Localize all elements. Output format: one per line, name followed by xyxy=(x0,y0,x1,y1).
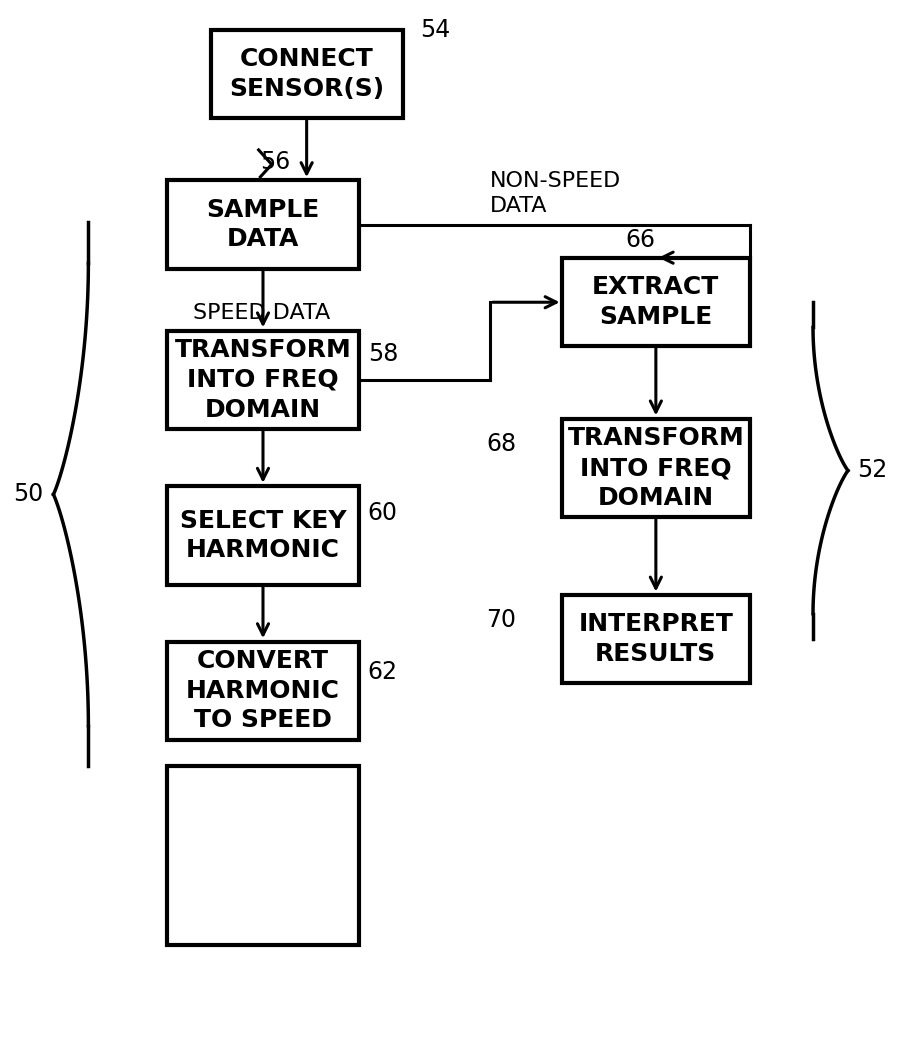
Text: CONNECT
SENSOR(S): CONNECT SENSOR(S) xyxy=(230,47,384,101)
FancyBboxPatch shape xyxy=(167,331,359,429)
Text: SAMPLE
DATA: SAMPLE DATA xyxy=(206,197,320,251)
FancyBboxPatch shape xyxy=(167,181,359,269)
FancyBboxPatch shape xyxy=(167,642,359,740)
FancyBboxPatch shape xyxy=(562,419,750,518)
Text: EXTRACT
SAMPLE: EXTRACT SAMPLE xyxy=(592,275,719,329)
Text: 52: 52 xyxy=(857,458,886,482)
FancyBboxPatch shape xyxy=(211,30,402,119)
Text: SPEED DATA: SPEED DATA xyxy=(194,302,330,322)
Text: INTERPRET
RESULTS: INTERPRET RESULTS xyxy=(579,612,734,666)
Text: 50: 50 xyxy=(13,482,43,506)
Text: TRANSFORM
INTO FREQ
DOMAIN: TRANSFORM INTO FREQ DOMAIN xyxy=(175,338,351,422)
Text: 70: 70 xyxy=(486,608,517,632)
Text: 58: 58 xyxy=(368,342,398,366)
Text: NON-SPEED
DATA: NON-SPEED DATA xyxy=(490,171,621,216)
Text: 66: 66 xyxy=(626,228,655,252)
FancyBboxPatch shape xyxy=(562,258,750,346)
FancyBboxPatch shape xyxy=(167,486,359,585)
Text: 68: 68 xyxy=(486,433,517,456)
FancyBboxPatch shape xyxy=(562,595,750,682)
FancyBboxPatch shape xyxy=(167,766,359,945)
Text: CONVERT
HARMONIC
TO SPEED: CONVERT HARMONIC TO SPEED xyxy=(186,649,340,733)
Text: 56: 56 xyxy=(260,150,291,174)
Text: 62: 62 xyxy=(368,660,398,685)
Text: SELECT KEY
HARMONIC: SELECT KEY HARMONIC xyxy=(180,508,346,562)
Text: 60: 60 xyxy=(368,501,398,525)
Text: TRANSFORM
INTO FREQ
DOMAIN: TRANSFORM INTO FREQ DOMAIN xyxy=(568,426,744,509)
Text: 54: 54 xyxy=(420,18,450,42)
